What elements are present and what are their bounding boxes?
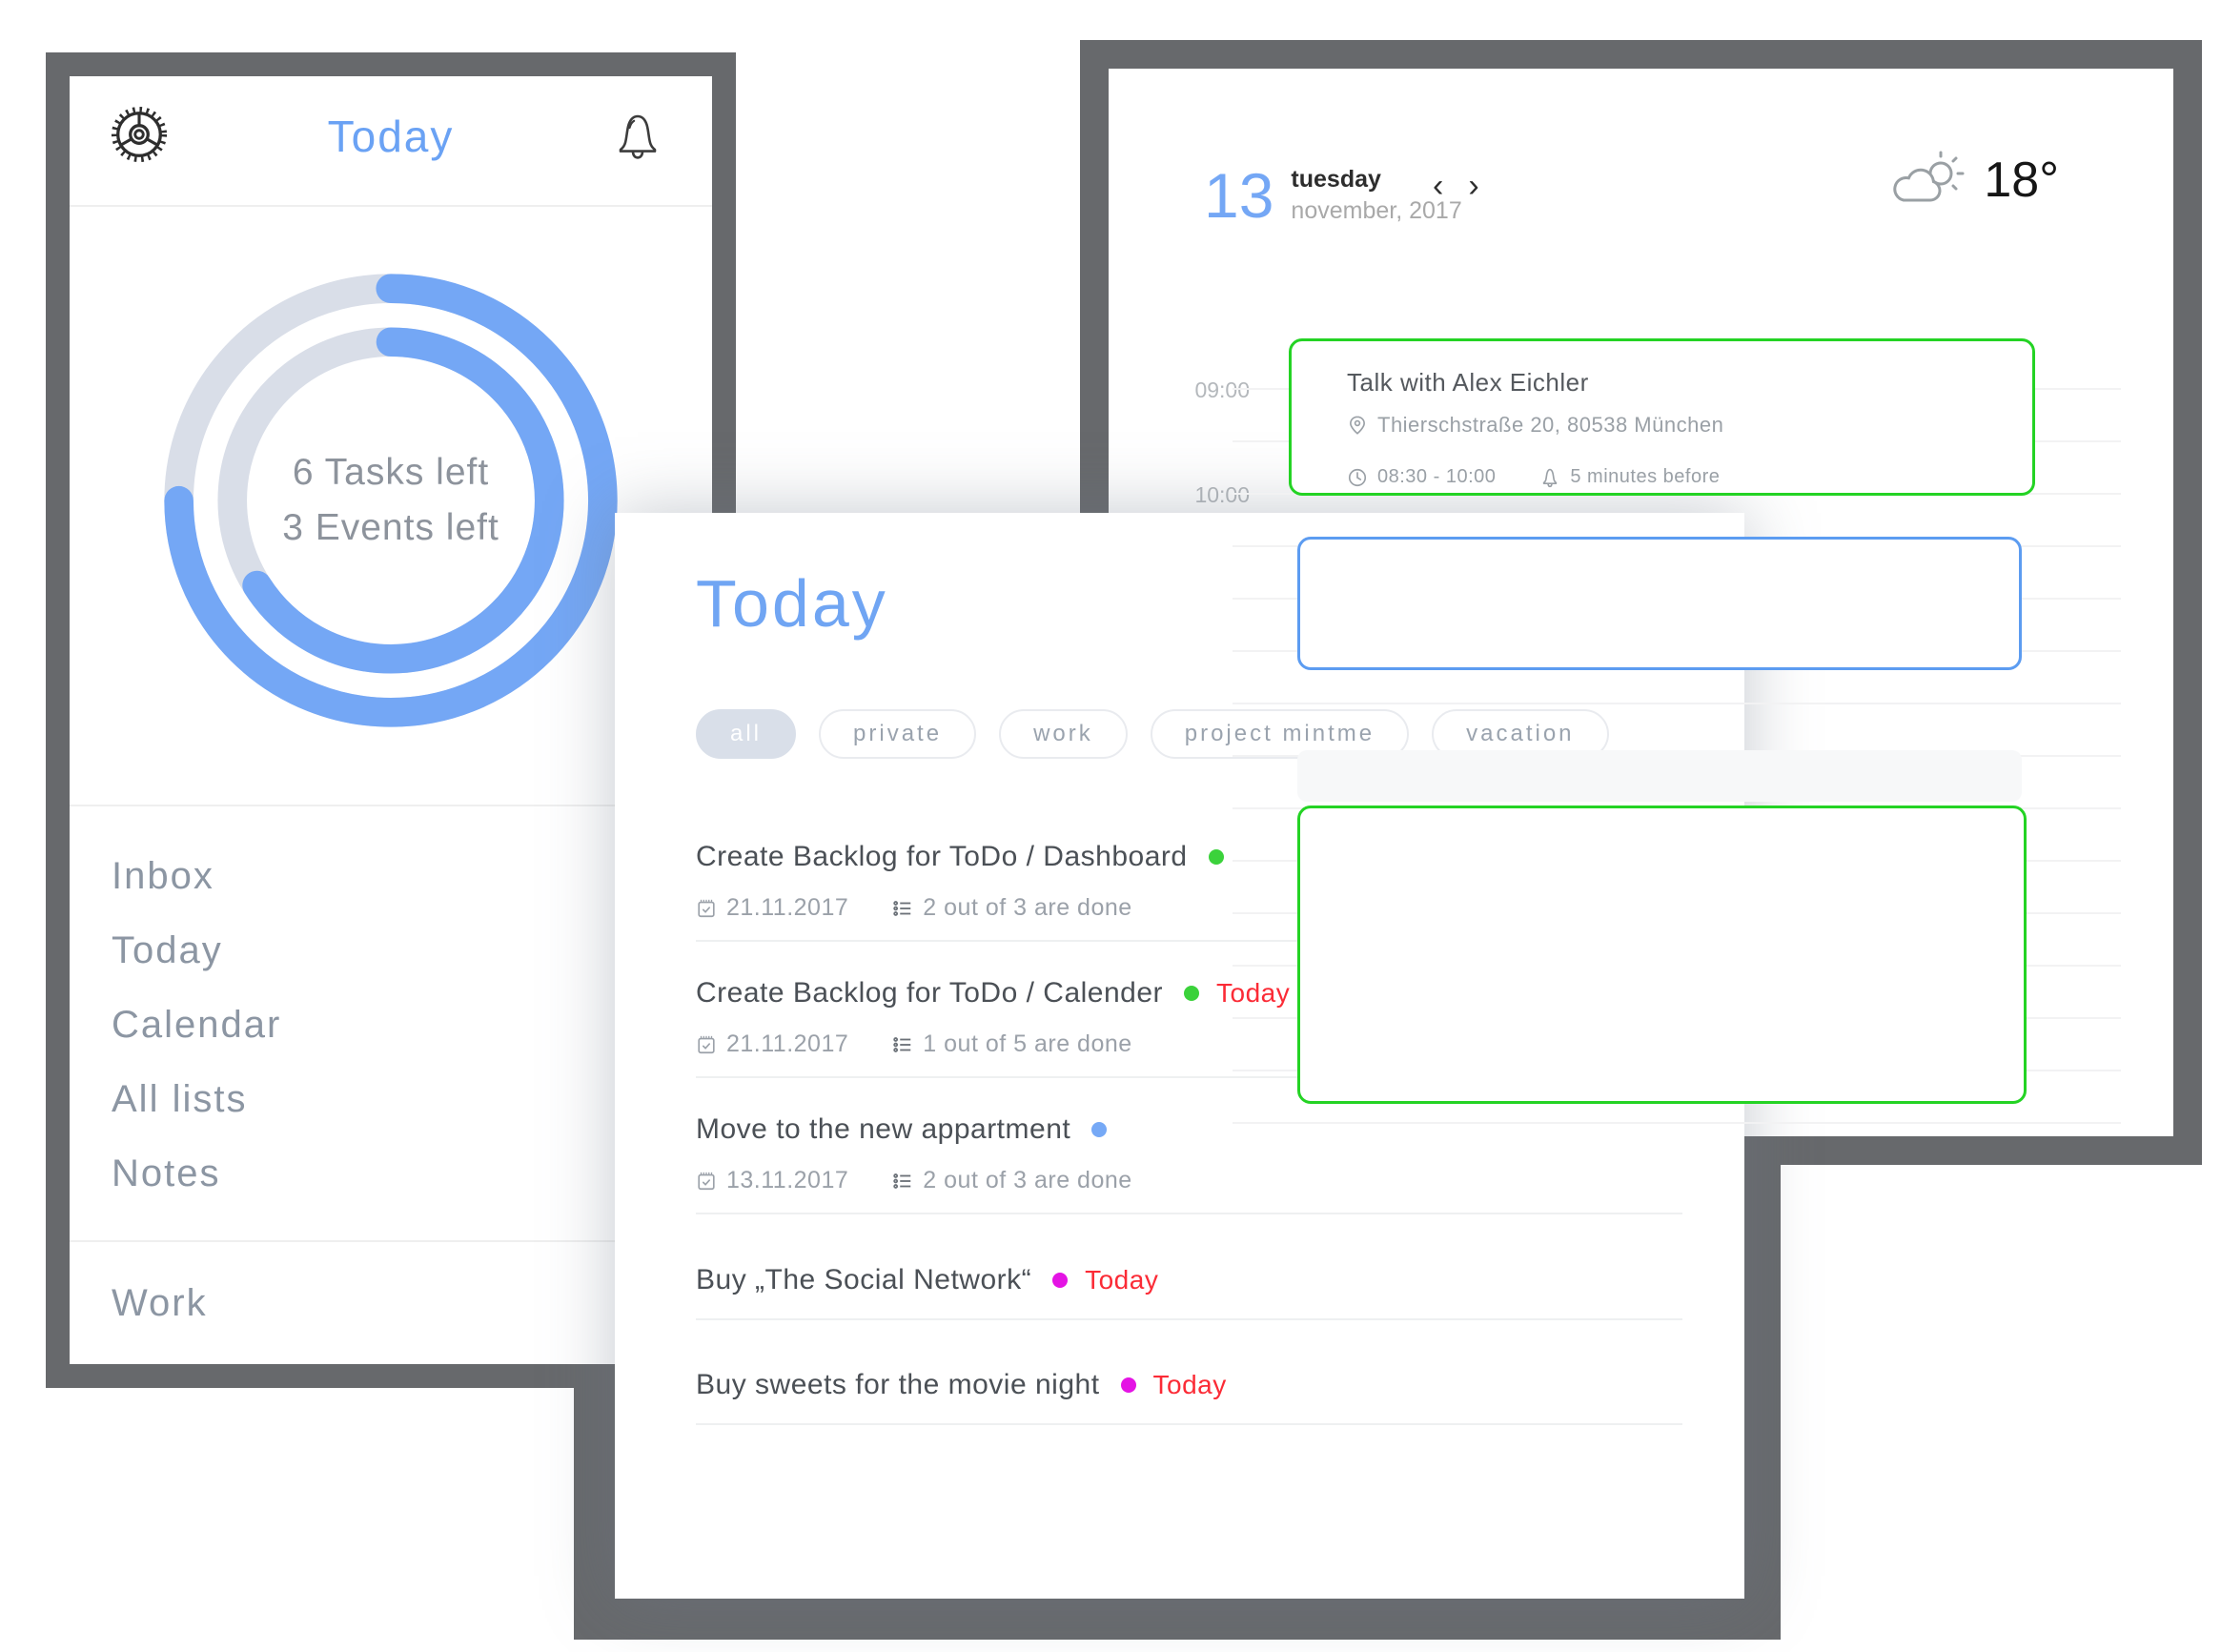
checklist-icon [893, 1173, 911, 1189]
filter-chip-all[interactable]: all [696, 709, 797, 759]
task-date: 13.11.2017 [726, 1167, 849, 1193]
events-left-label: 3 Events left [282, 507, 499, 548]
filter-chips: all private work project mintme vacation [696, 709, 1609, 759]
task-title: Buy sweets for the movie night [696, 1369, 1100, 1400]
date-block: 13 tuesday november, 2017 [1204, 164, 1462, 227]
task-today-badge: Today [1152, 1370, 1227, 1399]
bell-icon[interactable] [613, 107, 662, 160]
task-title: Move to the new appartment [696, 1113, 1071, 1145]
filter-chip-work[interactable]: work [999, 709, 1128, 759]
task-title: Create Backlog for ToDo / Dashboard [696, 841, 1188, 872]
event-card-partial-blue[interactable] [1297, 537, 2022, 670]
temperature-label: 18° [1984, 153, 2059, 208]
grid-line [1233, 703, 2121, 704]
task-row[interactable]: Move to the new appartment 13.11.2017 2 … [696, 1113, 1682, 1194]
next-day-arrow-icon[interactable]: › [1468, 168, 1504, 204]
event-card-talk[interactable]: Talk with Alex Eichler Thierschstraße 20… [1289, 338, 2035, 496]
progress-rings: 6 Tasks left 3 Events left [148, 257, 634, 744]
sidebar-item-inbox[interactable]: Inbox [112, 854, 214, 897]
checklist-icon [893, 900, 911, 916]
partly-cloudy-icon [1893, 151, 1965, 202]
task-subtask-progress: 2 out of 3 are done [923, 894, 1132, 921]
time-label-9: 09:00 [1194, 377, 1250, 402]
task-date: 21.11.2017 [726, 1030, 849, 1057]
settings-gear-icon[interactable] [110, 105, 169, 164]
task-subtask-progress: 2 out of 3 are done [923, 1167, 1132, 1193]
today-sheet: Today all private work project mintme va… [615, 513, 1744, 1599]
task-color-dot [1052, 1273, 1069, 1288]
event-card-partial-green[interactable] [1297, 806, 2027, 1104]
filter-chip-private[interactable]: private [819, 709, 977, 759]
task-date: 21.11.2017 [726, 894, 849, 921]
task-today-badge: Today [1085, 1265, 1159, 1295]
calendar-check-icon [698, 1172, 715, 1190]
time-label-10: 10:00 [1194, 482, 1250, 507]
task-title: Create Backlog for ToDo / Calender [696, 977, 1164, 1009]
task-row[interactable]: Buy „The Social Network“ Today [696, 1264, 1682, 1296]
month-year-label: november, 2017 [1291, 197, 1462, 224]
sidebar-item-calendar[interactable]: Calendar [112, 1003, 282, 1046]
event-reminder: 5 minutes before [1570, 466, 1721, 487]
task-row[interactable]: Create Backlog for ToDo / Calender Today… [696, 977, 1682, 1058]
task-color-dot [1091, 1122, 1108, 1137]
prev-day-arrow-icon[interactable]: ‹ [1433, 168, 1469, 204]
task-row[interactable]: Create Backlog for ToDo / Dashboard 21.1… [696, 841, 1682, 922]
task-divider [696, 1213, 1682, 1214]
checklist-icon [893, 1036, 911, 1052]
sidebar-item-today[interactable]: Today [112, 928, 223, 971]
sidebar-item-work[interactable]: Work [112, 1281, 208, 1324]
progress-summary: 6 Tasks left 3 Events left [148, 257, 634, 744]
today-sheet-title: Today [696, 566, 888, 641]
task-divider [696, 1318, 1682, 1320]
calendar-check-icon [698, 1035, 715, 1053]
task-divider [696, 940, 1682, 942]
task-color-dot [1184, 986, 1200, 1001]
tasks-left-label: 6 Tasks left [292, 452, 490, 493]
weather-widget: 18° [1886, 151, 2059, 210]
event-title: Talk with Alex Eichler [1347, 368, 1589, 397]
reminder-bell-icon [1543, 468, 1558, 487]
task-color-dot [1120, 1377, 1136, 1393]
location-pin-icon [1350, 416, 1365, 435]
event-location: Thierschstraße 20, 80538 München [1377, 413, 1724, 437]
section-divider [70, 805, 712, 806]
dashboard-content: Today 6 Tasks left 3 [70, 76, 712, 1364]
day-number: 13 [1204, 160, 1274, 231]
calendar-check-icon [698, 899, 715, 917]
events-progress-arc [217, 327, 564, 674]
task-divider [696, 1423, 1682, 1425]
task-title: Buy „The Social Network“ [696, 1264, 1032, 1295]
schedule-row-muted [1297, 750, 2022, 802]
date-nav-arrows[interactable]: ‹› [1433, 168, 1504, 205]
tasks-progress-arc [164, 274, 618, 727]
task-today-badge: Today [1216, 978, 1291, 1008]
task-row[interactable]: Buy sweets for the movie night Today [696, 1369, 1682, 1401]
event-time-range: 08:30 - 10:00 [1377, 466, 1497, 487]
grid-line [1233, 1122, 2121, 1124]
weekday-label: tuesday [1291, 166, 1381, 193]
menu-divider [70, 1240, 712, 1242]
sidebar-item-notes[interactable]: Notes [112, 1152, 221, 1194]
clock-icon [1348, 468, 1367, 486]
dashboard-title: Today [327, 112, 455, 161]
task-divider [696, 1076, 1682, 1078]
header-divider [70, 205, 712, 207]
sidebar-menu: Inbox Today Calendar All lists Notes [112, 839, 712, 1211]
sidebar-item-all-lists[interactable]: All lists [112, 1077, 248, 1120]
task-subtask-progress: 1 out of 5 are done [923, 1030, 1132, 1057]
task-color-dot [1208, 849, 1224, 865]
